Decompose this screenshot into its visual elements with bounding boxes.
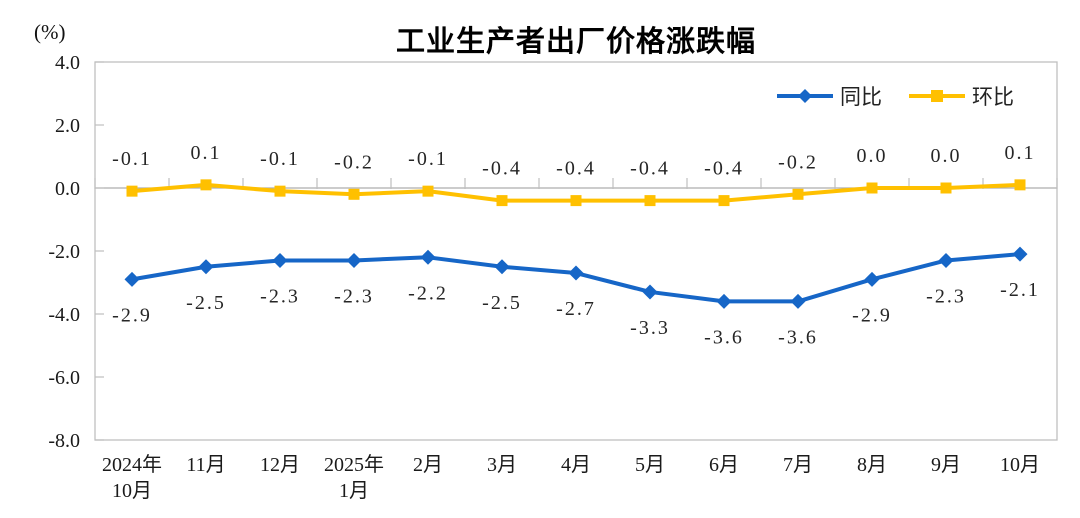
yoy-data-label: -3.6 [778, 326, 818, 348]
mom-data-label: 0.0 [931, 145, 962, 167]
yoy-data-label: -2.3 [926, 285, 966, 307]
yoy-marker [272, 252, 288, 268]
mom-marker [644, 195, 656, 207]
yoy-data-label: -2.2 [408, 282, 448, 304]
yoy-legend-diamond-icon [798, 89, 812, 103]
mom-data-label: 0.1 [1005, 142, 1036, 164]
mom-marker [1014, 179, 1026, 191]
legend-label-yoy: 同比 [840, 86, 882, 109]
yoy-marker [864, 271, 880, 287]
yoy-marker [198, 259, 214, 275]
x-axis-label: 4月 [561, 454, 591, 476]
mom-data-label: -0.2 [778, 151, 818, 173]
mom-data-label: -0.4 [482, 158, 522, 180]
mom-data-label: -0.1 [112, 148, 152, 170]
y-axis-tick-label: -4.0 [48, 304, 80, 326]
mom-marker [348, 188, 360, 200]
x-axis-label: 11月 [186, 454, 225, 476]
y-axis-tick-label: 4.0 [55, 52, 80, 74]
x-axis-label: 12月 [260, 454, 300, 476]
yoy-data-label: -2.3 [260, 285, 300, 307]
yoy-marker [790, 293, 806, 309]
yoy-marker [124, 271, 140, 287]
plot-frame [94, 61, 1058, 441]
yoy-data-label: -3.3 [630, 317, 670, 339]
y-axis-tick-label: -6.0 [48, 367, 80, 389]
mom-data-label: 0.1 [191, 142, 222, 164]
yoy-data-label: -2.7 [556, 298, 596, 320]
yoy-data-label: -2.3 [334, 285, 374, 307]
mom-data-label: -0.4 [630, 158, 670, 180]
yoy-marker [494, 259, 510, 275]
yoy-data-label: -2.9 [852, 304, 892, 326]
legend: 同比 环比 [776, 81, 1014, 111]
mom-marker [126, 185, 138, 197]
mom-marker [200, 179, 212, 191]
x-axis-label: 7月 [783, 454, 813, 476]
yoy-data-label: -3.6 [704, 326, 744, 348]
yoy-legend-swatch [777, 89, 833, 103]
yoy-marker [642, 284, 658, 300]
y-axis-tick-label: 2.0 [55, 115, 80, 137]
yoy-marker [938, 252, 954, 268]
mom-marker [274, 185, 286, 197]
x-axis-label: 6月 [709, 454, 739, 476]
x-axis-label: 10月 [1000, 454, 1040, 476]
mom-data-label: -0.1 [408, 148, 448, 170]
yoy-marker [568, 265, 584, 281]
y-axis-tick-label: -2.0 [48, 241, 80, 263]
mom-data-label: -0.1 [260, 148, 300, 170]
mom-legend-square-icon [931, 90, 943, 102]
yoy-marker [1012, 246, 1028, 262]
mom-marker [940, 182, 952, 194]
yoy-data-label: -2.9 [112, 304, 152, 326]
yoy-marker [716, 293, 732, 309]
x-axis-label: 3月 [487, 454, 517, 476]
mom-data-label: 0.0 [857, 145, 888, 167]
x-axis-label: 2024年 10月 [102, 453, 162, 502]
mom-marker [570, 195, 582, 207]
mom-data-label: -0.4 [704, 158, 744, 180]
x-axis-label: 8月 [857, 454, 887, 476]
yoy-data-label: -2.1 [1000, 279, 1040, 301]
mom-marker [866, 182, 878, 194]
chart-title: 工业生产者出厂价格涨跌幅 [395, 26, 756, 58]
y-axis-tick-label: -8.0 [48, 430, 80, 452]
legend-label-mom: 环比 [972, 86, 1014, 109]
y-axis-tick-label: 0.0 [55, 178, 80, 200]
mom-marker [718, 195, 730, 207]
x-axis-label: 9月 [931, 454, 961, 476]
legend-item-mom: 环比 [908, 81, 1014, 111]
mom-legend-swatch [909, 90, 965, 102]
legend-item-yoy: 同比 [776, 81, 882, 111]
mom-data-label: -0.2 [334, 151, 374, 173]
x-axis-label: 2月 [413, 454, 443, 476]
x-axis-label: 5月 [635, 454, 665, 476]
yoy-marker [420, 249, 436, 265]
yoy-data-label: -2.5 [482, 292, 522, 314]
y-axis-unit-label: (%) [34, 20, 66, 44]
yoy-marker [346, 252, 362, 268]
mom-marker [422, 185, 434, 197]
mom-marker [496, 195, 508, 207]
mom-marker [792, 188, 804, 200]
mom-data-label: -0.4 [556, 158, 596, 180]
yoy-data-label: -2.5 [186, 292, 226, 314]
x-axis-label: 2025年 1月 [324, 453, 384, 502]
